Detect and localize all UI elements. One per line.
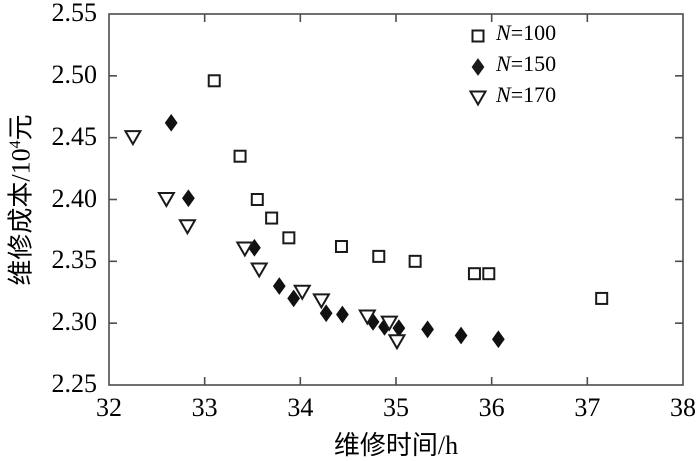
point-s1-9-filled-diamond	[392, 319, 406, 337]
y-axis-title: 维修成本/104元	[6, 113, 36, 286]
y-tick-label-2.45: 2.45	[51, 121, 98, 151]
point-s0-0-open-square	[207, 74, 221, 88]
point-s0-1-open-square	[233, 149, 247, 163]
legend-value-0: =100	[510, 20, 557, 45]
point-s0-7-open-square	[408, 254, 422, 268]
legend-label-1: N=150	[496, 53, 556, 75]
point-s1-6-filled-diamond	[336, 305, 349, 324]
point-s2-1-open-triangle	[157, 192, 176, 209]
point-s2-5-open-triangle	[293, 284, 312, 301]
legend-variable-0: N	[496, 20, 511, 45]
legend-value-1: =150	[510, 51, 557, 76]
y-tick-label-2.35: 2.35	[51, 245, 98, 275]
legend-marker-1-filled-diamond	[471, 58, 485, 76]
y-tick-label-2.50: 2.50	[51, 59, 98, 89]
point-s0-4-open-square	[282, 231, 296, 245]
legend-label-0: N=100	[496, 22, 556, 44]
point-s2-7-open-triangle	[358, 309, 377, 326]
point-s2-8-open-triangle	[380, 315, 399, 332]
y-tick-label-2.30: 2.30	[51, 307, 98, 337]
series-n-170	[123, 130, 407, 351]
point-s1-0-filled-diamond	[164, 113, 178, 132]
y-axis-title-suffix: 元	[6, 113, 36, 140]
point-s0-2-open-square	[250, 193, 264, 206]
point-s1-1-filled-diamond	[182, 189, 195, 208]
legend-variable-1: N	[496, 51, 511, 76]
x-axis-title: 维修时间/h	[333, 431, 459, 460]
point-s2-2-open-triangle	[178, 219, 197, 236]
series-n-150	[164, 113, 505, 349]
point-s2-9-open-triangle	[387, 334, 407, 351]
point-s0-3-open-square	[265, 211, 279, 225]
point-s2-3-open-triangle	[235, 241, 255, 258]
point-s0-6-open-square	[372, 249, 386, 263]
series-n-100	[207, 74, 609, 305]
point-s1-11-filled-diamond	[454, 326, 468, 345]
legend-variable-2: N	[496, 82, 511, 107]
y-axis-title-prefix: 维修成本/10	[6, 147, 36, 286]
point-s1-3-filled-diamond	[272, 277, 286, 295]
x-tick-label-34: 34	[287, 393, 314, 422]
point-s1-10-filled-diamond	[421, 320, 434, 339]
x-tick-label-35: 35	[383, 393, 409, 422]
point-s1-12-filled-diamond	[491, 330, 505, 349]
legend-label-2: N=170	[496, 84, 556, 106]
legend-value-2: =170	[510, 82, 557, 107]
point-s0-8-open-square	[467, 267, 481, 281]
x-tick-label-38: 38	[670, 393, 696, 422]
point-s2-4-open-triangle	[249, 262, 269, 279]
y-tick-label-2.55: 2.55	[51, 0, 98, 27]
point-s0-10-open-square	[595, 291, 609, 305]
x-tick-label-36: 36	[478, 393, 505, 422]
point-s0-9-open-square	[482, 267, 496, 281]
legend-marker-2-open-triangle	[468, 90, 488, 107]
legend-marker-0-open-square	[471, 29, 485, 43]
x-tick-label-32: 32	[96, 393, 122, 422]
y-tick-label-2.25: 2.25	[51, 369, 98, 398]
x-tick-label-33: 33	[191, 393, 218, 422]
y-tick-label-2.40: 2.40	[51, 183, 98, 213]
point-s1-5-filled-diamond	[319, 304, 333, 323]
point-s2-0-open-triangle	[123, 130, 143, 147]
y-axis-title-exponent: 4	[7, 139, 24, 148]
point-s2-6-open-triangle	[312, 293, 331, 310]
x-tick-label-37: 37	[574, 393, 601, 422]
point-s1-4-filled-diamond	[287, 289, 301, 308]
point-s0-5-open-square	[334, 239, 348, 253]
